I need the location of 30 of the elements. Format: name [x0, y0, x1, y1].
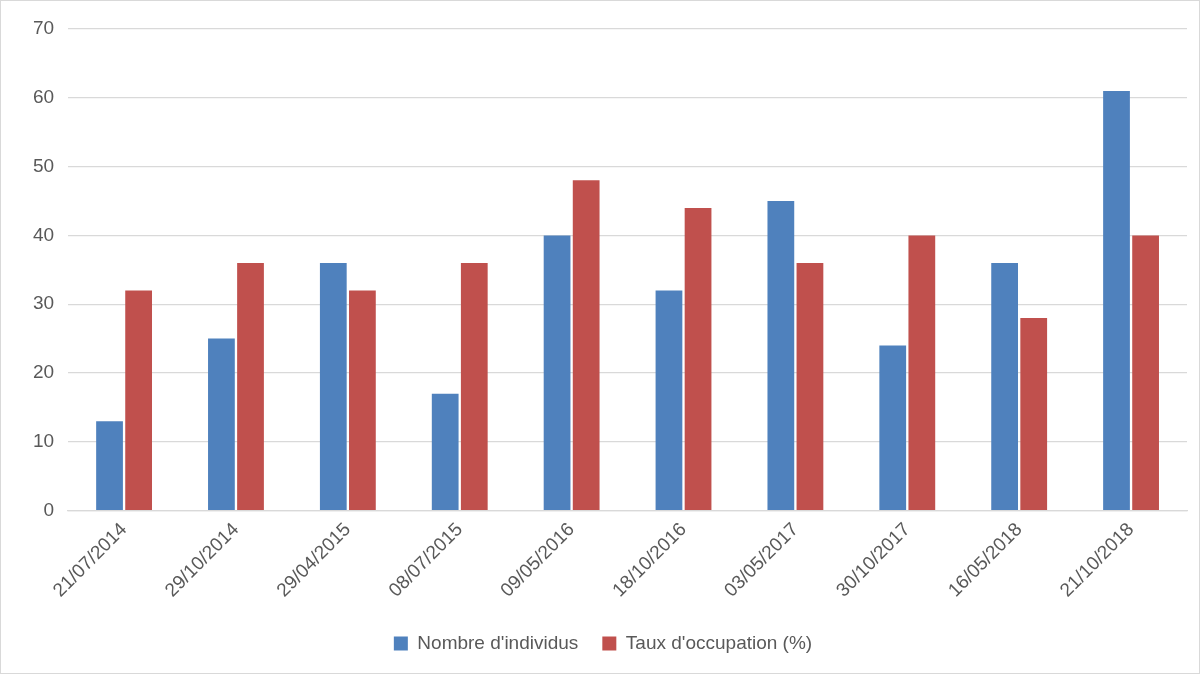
bar — [767, 201, 795, 510]
bar — [1132, 235, 1159, 510]
bar — [1103, 90, 1130, 510]
bar — [879, 345, 907, 510]
y-tick-label: 20 — [32, 361, 55, 383]
bar — [796, 262, 824, 510]
bar — [991, 262, 1019, 510]
bar — [237, 262, 264, 510]
legend-label: Taux d'occupation (%) — [625, 631, 813, 653]
bar — [684, 207, 712, 510]
bar — [208, 338, 235, 510]
bar — [349, 290, 376, 510]
bar — [125, 290, 152, 510]
y-tick-label: 50 — [32, 154, 55, 176]
y-tick-label: 60 — [32, 86, 55, 108]
y-tick-label: 30 — [32, 292, 55, 314]
bar — [431, 393, 459, 510]
bar — [460, 262, 488, 510]
bar — [543, 235, 571, 510]
y-tick-label: 10 — [32, 430, 55, 452]
y-tick-label: 0 — [43, 498, 55, 520]
bar — [572, 180, 600, 510]
bar — [96, 421, 123, 510]
bar — [1020, 317, 1048, 510]
y-tick-label: 40 — [32, 223, 55, 245]
legend-label: Nombre d'individus — [417, 631, 579, 653]
bar — [655, 290, 683, 510]
bar — [908, 235, 936, 510]
bar — [319, 262, 347, 510]
y-tick-label: 70 — [32, 17, 55, 39]
